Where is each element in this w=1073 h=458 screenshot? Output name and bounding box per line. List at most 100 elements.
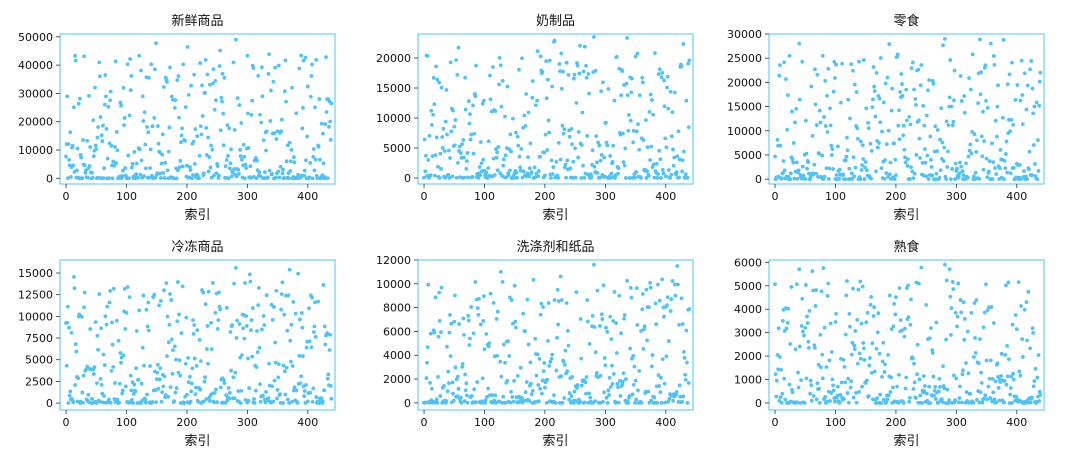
data-point: [851, 395, 856, 400]
data-point: [938, 137, 942, 142]
data-point: [123, 326, 128, 331]
data-point: [443, 119, 448, 124]
data-point: [828, 321, 833, 326]
data-point: [203, 375, 207, 380]
data-point: [560, 400, 565, 405]
data-point: [229, 368, 233, 373]
data-point: [143, 142, 148, 147]
data-point: [474, 63, 478, 68]
data-point: [72, 274, 76, 279]
data-point: [570, 142, 575, 147]
data-point: [576, 155, 581, 160]
data-point: [665, 295, 670, 300]
data-point: [782, 376, 787, 381]
data-point: [645, 145, 650, 150]
data-point: [871, 65, 876, 69]
data-point: [456, 45, 461, 50]
data-point: [682, 349, 686, 354]
data-point: [158, 366, 163, 371]
data-point: [814, 288, 819, 292]
data-point: [115, 397, 120, 402]
data-point: [556, 176, 561, 180]
data-point: [585, 298, 590, 303]
data-point: [805, 166, 809, 171]
data-point: [74, 349, 79, 354]
data-point: [91, 154, 96, 159]
data-point: [602, 174, 607, 179]
data-point: [117, 400, 122, 405]
data-point: [610, 381, 615, 386]
data-point: [863, 160, 868, 164]
data-point: [591, 262, 596, 267]
data-point: [201, 290, 206, 295]
data-point: [574, 101, 579, 105]
data-point: [463, 75, 468, 80]
data-point: [300, 325, 305, 330]
data-point: [221, 111, 226, 116]
data-point: [1030, 326, 1035, 331]
data-point: [578, 399, 582, 404]
data-point: [912, 87, 916, 92]
data-point: [564, 175, 568, 180]
data-point: [915, 372, 919, 377]
data-point: [832, 399, 837, 404]
data-point: [540, 378, 545, 383]
data-point: [80, 390, 85, 395]
data-point: [598, 324, 602, 328]
data-point: [898, 318, 903, 323]
data-point: [238, 154, 243, 159]
data-point: [72, 286, 77, 291]
data-point: [159, 176, 163, 180]
data-point: [636, 122, 640, 126]
data-point: [425, 345, 430, 350]
data-point: [987, 376, 992, 381]
data-point: [466, 99, 471, 103]
data-point: [542, 361, 547, 365]
data-point: [573, 175, 578, 180]
data-point: [1038, 70, 1043, 75]
data-point: [813, 102, 818, 107]
data-point: [232, 281, 236, 286]
data-point: [73, 342, 78, 346]
data-point: [204, 347, 209, 351]
data-point: [137, 147, 142, 152]
data-point: [595, 288, 600, 293]
data-point: [110, 342, 115, 347]
data-point: [238, 147, 243, 152]
data-point: [142, 174, 146, 179]
data-point: [559, 51, 564, 56]
data-point: [667, 396, 672, 401]
data-point: [287, 140, 292, 145]
data-point: [858, 139, 863, 144]
data-point: [530, 95, 535, 100]
data-point: [301, 105, 305, 110]
x-tick-label: 100: [116, 416, 137, 429]
data-point: [249, 328, 253, 333]
data-point: [582, 175, 587, 180]
data-point: [673, 293, 678, 298]
data-point: [958, 298, 963, 302]
data-point: [137, 308, 142, 313]
data-point: [797, 267, 802, 272]
data-point: [518, 365, 523, 370]
data-point: [958, 74, 963, 78]
data-point: [868, 302, 873, 307]
x-tick-label: 400: [1006, 416, 1027, 429]
data-point: [233, 265, 238, 270]
data-point: [206, 289, 211, 294]
data-point: [955, 324, 959, 329]
data-point: [275, 387, 280, 392]
data-point: [990, 177, 995, 182]
data-point: [215, 326, 220, 331]
data-point: [869, 371, 874, 375]
data-point: [117, 381, 122, 386]
data-point: [277, 175, 282, 180]
data-point: [918, 83, 923, 88]
data-point: [488, 97, 493, 102]
data-point: [991, 390, 996, 395]
data-point: [640, 80, 645, 85]
data-point: [159, 161, 164, 166]
data-point: [279, 292, 284, 297]
data-point: [972, 301, 977, 305]
data-point: [830, 147, 835, 151]
